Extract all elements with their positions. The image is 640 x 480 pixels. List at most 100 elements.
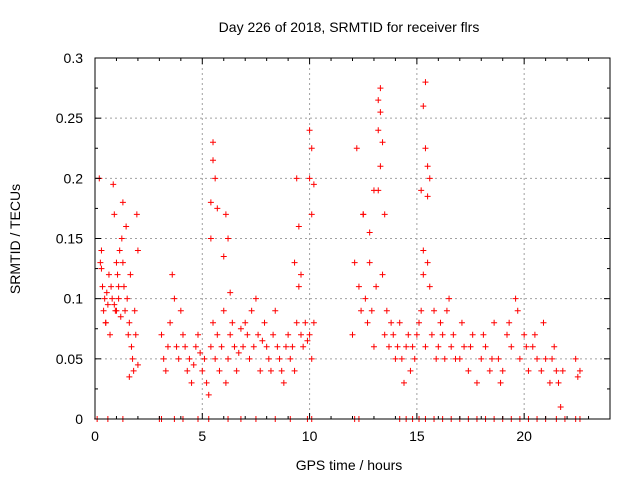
data-point [192, 343, 199, 350]
data-point [360, 211, 367, 218]
data-point [469, 331, 476, 338]
data-point [289, 343, 296, 350]
data-point [396, 319, 403, 326]
data-point [306, 331, 313, 338]
data-point [407, 367, 414, 374]
data-point [287, 355, 294, 362]
chart-title: Day 226 of 2018, SRMTID for receiver flr… [219, 19, 480, 35]
data-point [100, 307, 107, 314]
data-point [212, 355, 219, 362]
data-point [276, 355, 283, 362]
data-point [465, 367, 472, 374]
data-point [506, 319, 513, 326]
data-point [379, 271, 386, 278]
data-point [551, 343, 558, 350]
data-point [259, 337, 266, 344]
data-point [448, 343, 455, 350]
data-point [119, 259, 126, 266]
data-point [255, 331, 262, 338]
data-point [114, 271, 121, 278]
data-point [467, 343, 474, 350]
data-point [220, 307, 227, 314]
data-point [231, 343, 238, 350]
y-tick-label: 0.2 [64, 170, 84, 186]
data-point [125, 331, 132, 338]
data-point [98, 265, 105, 272]
data-point [291, 259, 298, 266]
data-point [270, 331, 277, 338]
data-point [116, 247, 123, 254]
data-point [107, 331, 114, 338]
data-point [418, 187, 425, 194]
data-point [210, 139, 217, 146]
data-point [461, 343, 468, 350]
data-point [553, 367, 560, 374]
y-tick-label: 0.1 [64, 291, 84, 307]
data-point [428, 331, 435, 338]
data-point [495, 355, 502, 362]
data-point [184, 367, 191, 374]
data-point [306, 127, 313, 134]
data-point [126, 319, 133, 326]
data-point [267, 367, 274, 374]
data-point [113, 307, 120, 314]
data-point [405, 331, 412, 338]
tick-labels: 0 5 10 15 20 0 0.05 0.1 0.15 0.2 0.25 0.3 [56, 50, 532, 444]
data-point [244, 331, 251, 338]
data-point [416, 319, 423, 326]
data-point [420, 247, 427, 254]
data-point [237, 325, 244, 332]
data-point [115, 295, 122, 302]
data-point [295, 283, 302, 290]
data-point [411, 355, 418, 362]
data-point [242, 319, 249, 326]
data-point [456, 355, 463, 362]
data-point [555, 379, 562, 386]
data-point [115, 283, 122, 290]
data-point [216, 367, 223, 374]
data-point [422, 343, 429, 350]
data-point [225, 355, 232, 362]
data-point [124, 295, 131, 302]
data-point [349, 331, 356, 338]
data-point [113, 259, 120, 266]
data-point [443, 307, 450, 314]
grid-lines [95, 58, 610, 419]
axis-ticks [94, 57, 610, 420]
data-point [278, 367, 285, 374]
data-point [426, 175, 433, 182]
data-point [435, 343, 442, 350]
data-point [418, 307, 425, 314]
data-point [199, 367, 206, 374]
data-point [390, 331, 397, 338]
data-point [572, 355, 579, 362]
data-point [229, 319, 236, 326]
data-point [99, 283, 106, 290]
data-point [207, 235, 214, 242]
data-point [97, 259, 104, 266]
data-point [385, 343, 392, 350]
data-point [190, 361, 197, 368]
data-point [101, 295, 108, 302]
data-point [308, 355, 315, 362]
data-point [173, 343, 180, 350]
data-point [104, 301, 111, 308]
data-point [164, 343, 171, 350]
data-point [201, 355, 208, 362]
data-point [127, 271, 134, 278]
data-point [235, 349, 242, 356]
x-tick-label: 0 [91, 428, 99, 444]
data-point [108, 283, 115, 290]
data-point [197, 349, 204, 356]
data-point [304, 337, 311, 344]
data-point [220, 253, 227, 260]
data-point [195, 331, 201, 338]
data-point [227, 331, 234, 338]
x-tick-label: 20 [516, 428, 532, 444]
data-point [207, 343, 214, 350]
data-point [225, 235, 232, 242]
data-point [437, 319, 444, 326]
data-point [508, 343, 515, 350]
data-point [559, 367, 566, 374]
